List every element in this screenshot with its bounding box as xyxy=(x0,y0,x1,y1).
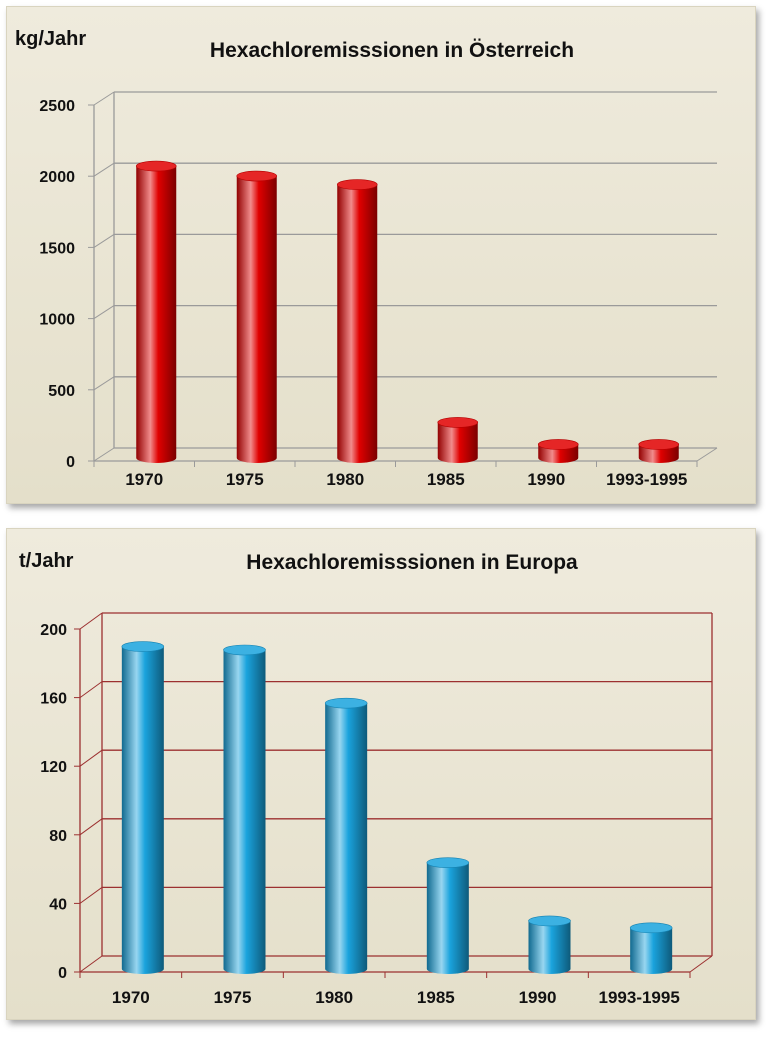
bar xyxy=(629,922,673,974)
chart-panel-austria: 0 500 1000 1500 2000 2500 1970 1975 1980 1985 1990… xyxy=(6,6,756,504)
bar-body xyxy=(426,862,469,974)
chart-title: Hexachloremisssionen in Europa xyxy=(246,551,578,574)
floor-right-edge xyxy=(689,955,713,973)
chart-austria: 0 500 1000 1500 2000 2500 1970 1975 1980 1985 1990… xyxy=(15,28,718,489)
x-category-label: 1985 xyxy=(427,470,465,489)
x-category-label: 1993-1995 xyxy=(606,470,687,489)
bar xyxy=(223,644,266,974)
bar-body xyxy=(325,703,368,974)
y-tick-label: 1000 xyxy=(39,312,75,329)
bar xyxy=(336,179,378,464)
x-category-label: 1985 xyxy=(417,988,455,1007)
chart-panel-europe: 0 40 80 120 160 200 1970 1975 1980 1985 1990 1993-1… xyxy=(6,528,756,1020)
bar-top xyxy=(528,915,571,927)
bar xyxy=(638,439,680,464)
gridline-connector xyxy=(93,305,115,320)
gridline-connector xyxy=(79,818,103,836)
gridline-connector xyxy=(93,162,115,177)
bar-top xyxy=(537,439,579,450)
gridline-connector xyxy=(79,612,103,630)
bar xyxy=(528,915,571,974)
bar xyxy=(537,439,579,464)
gridline-connector xyxy=(79,681,103,699)
bar xyxy=(437,417,479,464)
x-category-label: 1970 xyxy=(125,470,163,489)
floor-right-edge xyxy=(696,447,718,462)
bar-body xyxy=(223,650,266,974)
bar-top xyxy=(324,697,368,709)
y-tick-label: 1500 xyxy=(39,240,75,257)
x-category-label: 1975 xyxy=(226,470,264,489)
y-axis-unit-label: kg/Jahr xyxy=(15,28,86,50)
bar-top xyxy=(437,417,479,428)
bar-top xyxy=(638,439,680,450)
gridline-connector xyxy=(79,886,103,904)
y-tick-label: 2000 xyxy=(39,169,75,186)
bar xyxy=(135,160,177,464)
chart-title: Hexachloremisssionen in Österreich xyxy=(210,39,574,62)
bar-body xyxy=(528,920,571,974)
bar xyxy=(426,857,470,974)
bar-body xyxy=(136,166,177,464)
gridline-connector xyxy=(79,955,103,973)
gridline-connector xyxy=(93,376,115,391)
bar-top xyxy=(223,644,266,656)
y-tick-label: 0 xyxy=(58,965,67,982)
bar-top xyxy=(236,170,278,182)
bar-top xyxy=(135,160,177,172)
y-axis-unit-label: t/Jahr xyxy=(19,550,74,572)
gridline-connector xyxy=(93,447,115,462)
bar-body xyxy=(121,646,164,974)
bar-body xyxy=(236,176,277,464)
bar xyxy=(121,641,165,974)
bar-top xyxy=(121,641,165,652)
bar xyxy=(324,697,368,974)
bar-top xyxy=(426,857,470,868)
bar-body xyxy=(630,927,673,974)
x-category-label: 1990 xyxy=(519,988,557,1007)
x-category-label: 1990 xyxy=(527,470,565,489)
gridline-connector xyxy=(93,91,115,106)
bar-top xyxy=(336,179,378,190)
x-category-label: 1980 xyxy=(326,470,364,489)
bar-top xyxy=(629,922,673,934)
bar-body xyxy=(437,422,478,464)
y-tick-label: 500 xyxy=(48,383,75,400)
x-category-label: 1975 xyxy=(214,988,252,1007)
gridline-connector xyxy=(93,233,115,248)
chart-europe: 0 40 80 120 160 200 1970 1975 1980 1985 1990 1993-1… xyxy=(19,550,713,1007)
y-tick-label: 0 xyxy=(66,454,75,471)
y-tick-label: 40 xyxy=(49,896,67,913)
x-category-label: 1970 xyxy=(112,988,150,1007)
y-tick-label: 80 xyxy=(49,828,67,845)
bar xyxy=(236,170,278,464)
y-tick-label: 160 xyxy=(40,691,67,708)
x-category-label: 1980 xyxy=(315,988,353,1007)
y-tick-label: 120 xyxy=(40,759,67,776)
y-tick-label: 200 xyxy=(40,622,67,639)
x-category-label: 1993-1995 xyxy=(599,988,680,1007)
bar-body xyxy=(337,184,378,464)
y-tick-label: 2500 xyxy=(39,98,75,115)
gridline-connector xyxy=(79,749,103,767)
